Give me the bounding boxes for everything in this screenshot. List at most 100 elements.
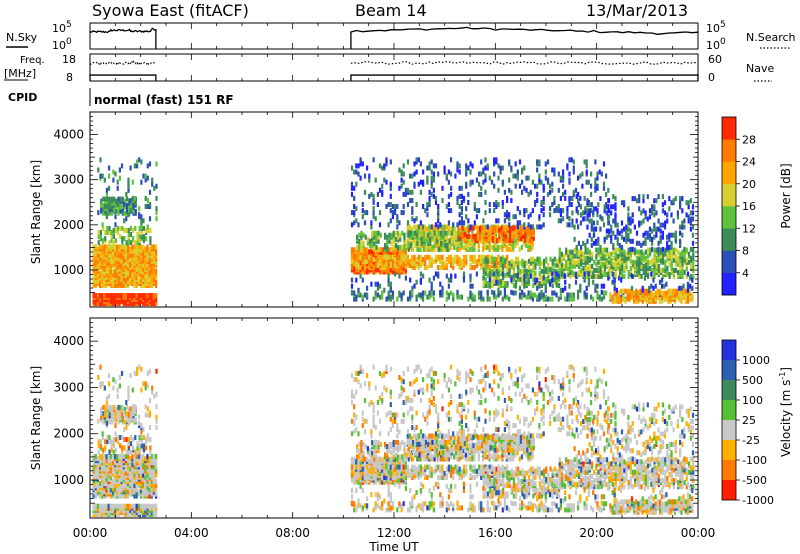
velocity-cell xyxy=(101,503,104,509)
power-cell xyxy=(572,189,575,195)
power-cell xyxy=(652,285,655,291)
power-cell xyxy=(399,236,402,242)
power-cell xyxy=(571,253,574,259)
power-cell xyxy=(142,262,145,268)
power-cell xyxy=(508,216,511,222)
power-cell xyxy=(553,171,556,177)
power-cell xyxy=(606,272,609,277)
power-cell xyxy=(366,258,369,264)
power-cell xyxy=(134,208,137,214)
power-cell xyxy=(509,229,512,235)
power-cell xyxy=(437,214,440,220)
power-cell xyxy=(551,290,554,296)
velocity-cell xyxy=(99,507,102,513)
power-cell xyxy=(115,198,118,204)
power-cell xyxy=(455,234,458,240)
power-cell xyxy=(654,283,657,289)
power-cell xyxy=(108,225,111,231)
power-cell xyxy=(566,214,569,220)
power-cell xyxy=(350,165,354,171)
power-cell xyxy=(96,252,99,258)
power-cell xyxy=(549,296,552,302)
power-cell xyxy=(490,244,493,250)
power-cell xyxy=(527,191,530,197)
power-cell xyxy=(577,240,580,246)
power-cell xyxy=(594,177,597,183)
power-cell xyxy=(136,232,139,237)
power-cell xyxy=(607,271,610,277)
power-cell xyxy=(406,220,410,226)
power-cell xyxy=(418,242,421,248)
power-cell xyxy=(599,226,602,232)
velocity-cell xyxy=(142,503,145,509)
power-cell xyxy=(538,283,541,289)
power-cell xyxy=(501,179,504,185)
power-cell xyxy=(638,263,641,269)
power-cell xyxy=(582,210,585,216)
power-cell xyxy=(402,263,405,268)
velocity-cell xyxy=(105,491,108,497)
power-cell xyxy=(597,202,600,208)
power-cell xyxy=(110,196,114,202)
velocity-cell xyxy=(155,489,158,495)
velocity-cell xyxy=(96,485,99,491)
power-cell xyxy=(534,183,537,189)
power-cell xyxy=(558,267,561,273)
power-cell xyxy=(381,183,384,189)
power-cell xyxy=(640,220,643,226)
power-cell xyxy=(402,254,405,260)
power-cell xyxy=(538,177,541,183)
power-cell xyxy=(452,244,456,250)
power-cell xyxy=(398,251,401,257)
power-cell xyxy=(392,238,395,244)
power-cell xyxy=(474,233,477,239)
power-cell xyxy=(580,247,583,253)
power-cell xyxy=(527,240,530,246)
velocity-cell xyxy=(114,503,117,509)
power-cell xyxy=(681,224,684,230)
power-cell xyxy=(136,240,139,246)
power-cell xyxy=(531,240,534,246)
power-cell xyxy=(514,283,517,289)
power-cell xyxy=(674,230,677,236)
power-cell xyxy=(597,240,600,246)
power-cell xyxy=(527,264,531,270)
power-cell xyxy=(381,263,384,268)
power-cell xyxy=(517,235,520,241)
power-cell xyxy=(92,244,95,250)
power-cell xyxy=(536,183,539,189)
power-cell xyxy=(629,249,632,255)
velocity-cell xyxy=(124,503,127,509)
velocity-cell xyxy=(96,456,99,462)
power-cell xyxy=(115,208,118,214)
power-cell xyxy=(557,296,560,302)
power-cell xyxy=(370,224,373,230)
power-cell xyxy=(642,198,645,204)
power-cell xyxy=(353,260,356,266)
power-cell xyxy=(636,255,639,261)
velocity-cell xyxy=(148,456,151,462)
power-cell xyxy=(624,288,627,294)
power-cell xyxy=(401,244,404,250)
power-cell xyxy=(627,247,630,253)
power-cell xyxy=(506,270,509,276)
power-cell xyxy=(110,230,113,235)
power-cell xyxy=(469,179,472,185)
power-cell xyxy=(372,296,375,302)
power-cell xyxy=(458,169,461,175)
power-cell xyxy=(426,226,429,232)
power-cell xyxy=(584,206,587,212)
power-cell xyxy=(442,240,445,246)
power-cell xyxy=(123,210,126,216)
power-cell xyxy=(411,173,414,179)
power-cell xyxy=(572,159,575,165)
power-cell xyxy=(546,177,550,183)
power-cell xyxy=(659,228,662,234)
power-cell xyxy=(685,257,688,263)
power-cell xyxy=(142,218,145,224)
power-cell xyxy=(525,294,528,300)
power-cell xyxy=(588,218,591,224)
power-cell xyxy=(549,256,552,262)
power-cell xyxy=(638,270,641,275)
power-cell xyxy=(409,189,412,195)
